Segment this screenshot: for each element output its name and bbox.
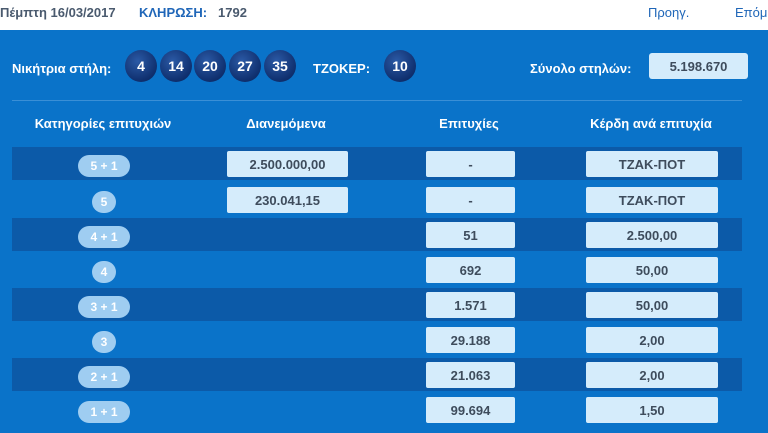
table-row: 3 + 1 1.571 50,00 bbox=[12, 288, 742, 321]
table-row: 4 + 1 51 2.500,00 bbox=[12, 218, 742, 251]
winners-cell: 1.571 bbox=[426, 292, 515, 318]
winners-cell: - bbox=[426, 151, 515, 177]
winners-cell: 21.063 bbox=[426, 362, 515, 388]
header-winners: Επιτυχίες bbox=[439, 116, 499, 131]
total-columns-label: Σύνολο στηλών: bbox=[530, 61, 632, 76]
top-bar: Πέμπτη 16/03/2017 ΚΛΗΡΩΣΗ: 1792 Προηγ. Ε… bbox=[0, 0, 768, 30]
winning-column-label: Νικήτρια στήλη: bbox=[12, 61, 112, 76]
draw-date: Πέμπτη 16/03/2017 bbox=[0, 5, 116, 20]
table-row: 2 + 1 21.063 2,00 bbox=[12, 358, 742, 391]
table-row: 3 29.188 2,00 bbox=[12, 323, 742, 356]
winners-cell: 99.694 bbox=[426, 397, 515, 423]
prize-cell: 1,50 bbox=[586, 397, 718, 423]
prize-cell: 2.500,00 bbox=[586, 222, 718, 248]
next-draw-link[interactable]: Επόμ. bbox=[735, 5, 768, 20]
distributed-cell: 230.041,15 bbox=[227, 187, 348, 213]
category-pill: 4 bbox=[92, 261, 116, 283]
header-distributed: Διανεμόμενα bbox=[246, 116, 326, 131]
winning-number-ball: 4 bbox=[125, 50, 157, 82]
winners-cell: 29.188 bbox=[426, 327, 515, 353]
category-pill: 3 bbox=[92, 331, 116, 353]
divider bbox=[12, 100, 742, 101]
prize-cell: 50,00 bbox=[586, 257, 718, 283]
winning-number-ball: 35 bbox=[264, 50, 296, 82]
prize-cell: ΤΖΑΚ-ΠΟΤ bbox=[586, 151, 718, 177]
category-pill: 1 + 1 bbox=[78, 401, 130, 423]
category-pill: 4 + 1 bbox=[78, 226, 130, 248]
table-row: 1 + 1 99.694 1,50 bbox=[12, 393, 742, 426]
category-pill: 5 + 1 bbox=[78, 155, 130, 177]
total-columns-value: 5.198.670 bbox=[649, 53, 748, 79]
table-row: 4 692 50,00 bbox=[12, 253, 742, 286]
header-prize-per-winner: Κέρδη ανά επιτυχία bbox=[590, 116, 712, 131]
winning-number-ball: 14 bbox=[160, 50, 192, 82]
winners-cell: 51 bbox=[426, 222, 515, 248]
winning-column-row: Νικήτρια στήλη: 4 14 20 27 35 ΤΖΟΚΕΡ: 10… bbox=[0, 30, 768, 100]
winners-cell: - bbox=[426, 187, 515, 213]
category-pill: 2 + 1 bbox=[78, 366, 130, 388]
category-pill: 5 bbox=[92, 191, 116, 213]
joker-number-ball: 10 bbox=[384, 50, 416, 82]
prize-cell: 50,00 bbox=[586, 292, 718, 318]
table-row: 5 + 1 2.500.000,00 - ΤΖΑΚ-ΠΟΤ bbox=[12, 147, 742, 180]
winners-cell: 692 bbox=[426, 257, 515, 283]
prize-cell: ΤΖΑΚ-ΠΟΤ bbox=[586, 187, 718, 213]
prize-cell: 2,00 bbox=[586, 362, 718, 388]
winning-number-ball: 27 bbox=[229, 50, 261, 82]
prize-cell: 2,00 bbox=[586, 327, 718, 353]
header-category: Κατηγορίες επιτυχιών bbox=[34, 116, 172, 131]
distributed-cell: 2.500.000,00 bbox=[227, 151, 348, 177]
joker-label: ΤΖΟΚΕΡ: bbox=[313, 61, 371, 76]
winning-number-ball: 20 bbox=[194, 50, 226, 82]
previous-draw-link[interactable]: Προηγ. bbox=[648, 5, 690, 20]
draw-label: ΚΛΗΡΩΣΗ: bbox=[139, 5, 208, 20]
draw-number: 1792 bbox=[218, 5, 247, 20]
category-pill: 3 + 1 bbox=[78, 296, 130, 318]
table-row: 5 230.041,15 - ΤΖΑΚ-ΠΟΤ bbox=[12, 183, 742, 216]
